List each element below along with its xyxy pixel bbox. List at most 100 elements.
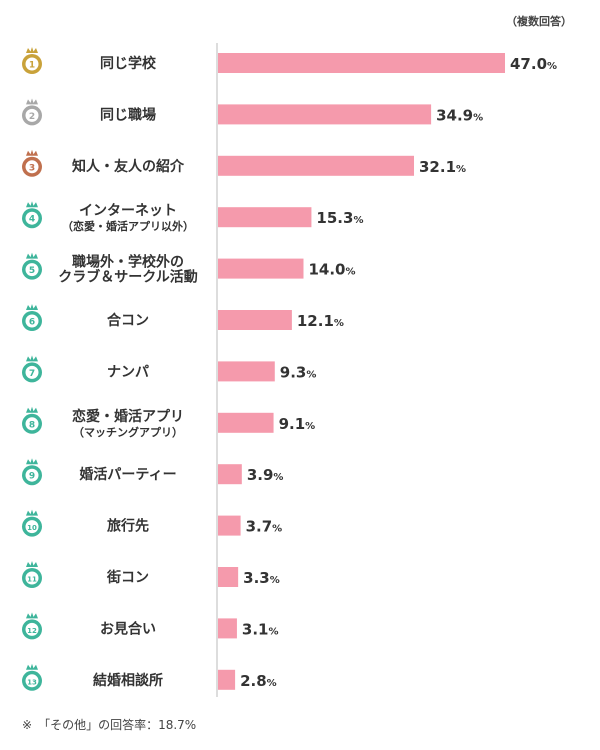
crown-icon <box>26 201 38 208</box>
medal-inner-circle <box>25 160 39 174</box>
bar <box>218 258 304 279</box>
rank-number: 10 <box>27 524 37 532</box>
bar <box>218 618 237 639</box>
rank-number: 7 <box>29 369 35 379</box>
medal-inner-circle <box>25 520 39 534</box>
rank-medal-icon: 10 <box>22 509 42 537</box>
category-label: 知人・友人の紹介 <box>72 158 185 175</box>
bar <box>218 207 312 228</box>
medal-inner-circle <box>25 263 39 277</box>
rank-medal-icon: 9 <box>22 458 42 486</box>
rank-medal-icon: 3 <box>22 149 42 177</box>
value-label: 12.1% <box>297 312 344 330</box>
value-unit: % <box>270 575 280 586</box>
rank-medal-icon: 11 <box>22 561 42 588</box>
bar <box>218 155 415 176</box>
value-label: 3.9% <box>247 466 284 484</box>
footnote-text: 「その他」の回答率：18.7% <box>38 718 197 732</box>
value-unit: % <box>267 678 277 689</box>
chart-row: 4 インターネット（恋愛・婚活アプリ以外） 15.3% <box>22 201 363 233</box>
chart-row: 11 街コン 3.3% <box>22 561 280 588</box>
rank-medal-icon: 1 <box>22 47 42 74</box>
value-label: 14.0% <box>308 261 355 279</box>
chart-row: 1 同じ学校 47.0% <box>22 47 557 74</box>
crown-icon <box>26 252 38 259</box>
category-label: 恋愛・婚活アプリ <box>72 408 184 425</box>
crown-icon <box>26 561 38 567</box>
value-unit: % <box>306 369 316 380</box>
value-label: 47.0% <box>510 55 557 73</box>
rank-medal-icon: 5 <box>22 252 42 280</box>
category-label: 職場外・学校外の <box>72 254 184 271</box>
chart-row: 13 結婚相談所 2.8% <box>22 663 277 691</box>
chart-row: 3 知人・友人の紹介 32.1% <box>22 149 466 177</box>
rank-number: 2 <box>29 112 35 122</box>
category-label: （マッチングアプリ） <box>73 425 183 439</box>
category-label: 同じ学校 <box>100 55 157 72</box>
medal-inner-circle <box>25 211 39 225</box>
chart-row: 10 旅行先 3.7% <box>22 509 283 537</box>
crown-icon <box>26 98 38 105</box>
crown-icon <box>26 458 38 465</box>
chart-row: 7 ナンパ 9.3% <box>22 355 316 383</box>
category-label: 婚活パーティー <box>79 466 176 483</box>
rank-number: 13 <box>27 678 37 686</box>
category-label: 合コン <box>107 312 149 329</box>
value-unit: % <box>353 215 363 226</box>
footnote: ※ 「その他」の回答率：18.7% <box>22 716 196 733</box>
value-unit: % <box>272 524 282 535</box>
bar <box>218 104 432 125</box>
rank-number: 3 <box>29 163 35 173</box>
category-label: （恋愛・婚活アプリ以外） <box>62 219 194 233</box>
value-label: 3.7% <box>246 518 283 536</box>
rank-medal-icon: 8 <box>22 406 42 434</box>
medal-inner-circle <box>25 674 39 688</box>
value-unit: % <box>456 164 466 175</box>
value-label: 34.9% <box>436 106 483 124</box>
bar <box>218 310 292 330</box>
bar <box>218 567 239 587</box>
value-unit: % <box>305 421 315 432</box>
category-label: お見合い <box>100 620 156 637</box>
rank-number: 12 <box>27 627 37 635</box>
value-unit: % <box>273 472 283 483</box>
category-label: 同じ職場 <box>100 106 156 123</box>
value-label: 3.1% <box>242 620 279 638</box>
chart-row: 9 婚活パーティー 3.9% <box>22 458 284 486</box>
crown-icon <box>26 149 38 156</box>
rank-number: 1 <box>29 61 35 71</box>
category-label: クラブ＆サークル活動 <box>58 269 198 286</box>
value-unit: % <box>334 318 344 329</box>
rank-number: 6 <box>29 318 35 328</box>
chart-row: 2 同じ職場 34.9% <box>22 98 483 126</box>
rank-number: 5 <box>29 266 35 276</box>
rank-number: 11 <box>27 576 37 584</box>
value-unit: % <box>547 61 557 72</box>
category-label: 結婚相談所 <box>93 672 163 689</box>
rank-medal-icon: 2 <box>22 98 42 126</box>
rank-medal-icon: 13 <box>22 663 42 691</box>
bar <box>218 412 274 433</box>
medal-inner-circle <box>25 622 39 636</box>
category-label: ナンパ <box>107 364 149 380</box>
bar <box>218 515 241 536</box>
multiple-answer-note: （複数回答） <box>506 15 572 28</box>
medal-inner-circle <box>25 314 39 328</box>
chart-row: 8 恋愛・婚活アプリ（マッチングアプリ） 9.1% <box>22 406 316 439</box>
rank-number: 8 <box>29 420 35 430</box>
medal-inner-circle <box>25 417 39 431</box>
crown-icon <box>26 663 38 670</box>
medal-inner-circle <box>25 57 39 71</box>
crown-icon <box>26 304 38 310</box>
value-label: 3.3% <box>243 569 280 587</box>
medal-inner-circle <box>25 365 39 379</box>
category-label: 旅行先 <box>107 518 149 535</box>
rank-medal-icon: 4 <box>22 201 42 229</box>
rank-number: 9 <box>29 472 35 482</box>
category-label: 街コン <box>106 569 149 586</box>
value-unit: % <box>346 267 356 278</box>
value-label: 9.1% <box>279 415 316 433</box>
footnote-mark: ※ <box>22 718 33 732</box>
bar <box>218 53 505 73</box>
